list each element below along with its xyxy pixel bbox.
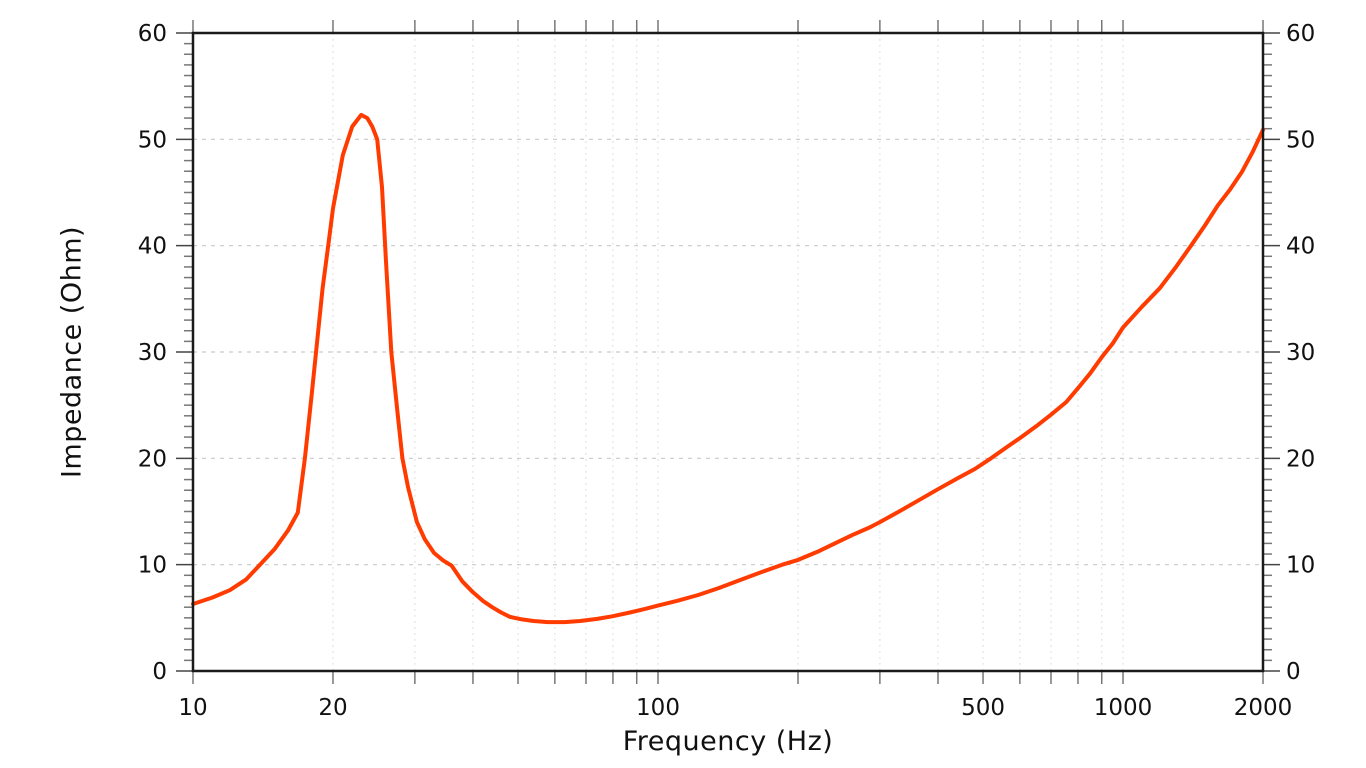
y-tick-label-right-20: 20 (1286, 446, 1315, 472)
y-tick-label-left-40: 40 (138, 234, 167, 260)
y-tick-label-right-40: 40 (1286, 234, 1315, 260)
y-tick-label-left-10: 10 (138, 553, 167, 579)
y-tick-label-right-0: 0 (1286, 659, 1301, 685)
y-tick-label-left-30: 30 (138, 340, 167, 366)
tick-labels: 10 20 100 500 1000 2000 0 0 10 10 20 20 30 30 40 40 50 50… (138, 21, 1316, 721)
y-tick-label-right-10: 10 (1286, 553, 1315, 579)
x-tick-label-2000: 2000 (1234, 695, 1293, 721)
y-tick-label-left-20: 20 (138, 446, 167, 472)
y-tick-label-left-60: 60 (138, 21, 167, 47)
x-axis-title: Frequency (Hz) (622, 726, 834, 757)
x-tick-label-20: 20 (318, 695, 347, 721)
x-tick-label-10: 10 (178, 695, 207, 721)
y-tick-label-left-50: 50 (138, 127, 167, 153)
x-tick-label-1000: 1000 (1094, 695, 1153, 721)
plot-border (191, 31, 1265, 673)
impedance-curve (191, 112, 1265, 625)
y-tick-label-left-0: 0 (152, 659, 167, 685)
y-tick-label-right-50: 50 (1286, 127, 1315, 153)
grid (193, 33, 1264, 671)
ticks (176, 20, 1280, 684)
x-tick-label-500: 500 (961, 695, 1005, 721)
x-tick-label-100: 100 (636, 695, 680, 721)
y-tick-label-right-60: 60 (1286, 21, 1315, 47)
y-axis-title: Impedance (Ohm) (56, 225, 88, 479)
y-tick-label-right-30: 30 (1286, 340, 1315, 366)
